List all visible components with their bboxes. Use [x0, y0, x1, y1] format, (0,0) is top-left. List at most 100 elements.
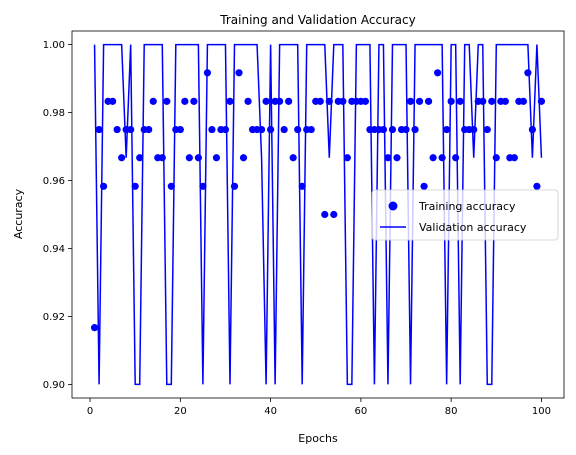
training-accuracy-point — [325, 97, 333, 105]
legend-box — [371, 189, 559, 241]
training-accuracy-point — [280, 125, 288, 134]
training-accuracy-point — [262, 97, 270, 105]
training-accuracy-point — [415, 97, 424, 105]
training-accuracy-point — [109, 97, 117, 105]
training-accuracy-point — [100, 182, 108, 190]
training-accuracy-point — [149, 97, 157, 105]
training-accuracy-point — [524, 69, 532, 77]
training-accuracy-point — [212, 154, 221, 162]
training-accuracy-point — [199, 182, 207, 190]
training-accuracy-point — [145, 125, 153, 134]
training-accuracy-point — [285, 97, 293, 105]
training-accuracy-point — [456, 97, 464, 105]
x-tick-label: 60 — [355, 406, 368, 417]
training-accuracy-point — [136, 154, 144, 162]
training-accuracy-point — [203, 69, 212, 77]
training-accuracy-point — [230, 182, 239, 190]
training-accuracy-point — [163, 97, 171, 105]
x-tick-label: 40 — [264, 406, 277, 417]
training-accuracy-point — [190, 97, 198, 105]
y-axis-label: Accuracy — [12, 188, 25, 239]
training-accuracy-point — [402, 125, 410, 134]
training-accuracy-point — [510, 154, 518, 162]
training-accuracy-point — [406, 97, 415, 105]
training-accuracy-point — [434, 69, 442, 77]
y-tick-label: 0.98 — [43, 108, 65, 119]
training-accuracy-point — [479, 97, 487, 105]
legend-label-training: Training accuracy — [418, 200, 516, 213]
x-tick-label: 100 — [532, 406, 551, 417]
training-accuracy-point — [420, 182, 428, 190]
x-tick-label: 0 — [87, 406, 93, 417]
validation-accuracy-line — [93, 43, 543, 386]
training-accuracy-point — [167, 182, 175, 190]
training-accuracy-point — [176, 125, 184, 134]
legend-label-validation: Validation accuracy — [419, 221, 527, 234]
chart-title: Training and Validation Accuracy — [219, 13, 415, 27]
y-tick-label: 0.94 — [43, 244, 65, 255]
training-accuracy-point — [257, 125, 266, 134]
training-accuracy-point — [443, 125, 451, 134]
training-accuracy-point — [343, 154, 351, 162]
training-accuracy-point — [131, 182, 139, 190]
training-accuracy-point — [488, 97, 496, 105]
training-accuracy-point — [289, 154, 297, 162]
training-accuracy-point — [321, 210, 329, 219]
training-accuracy-point — [379, 125, 388, 134]
y-tick-label: 0.92 — [43, 312, 65, 323]
training-accuracy-point — [537, 97, 546, 105]
training-accuracy-point — [226, 97, 234, 105]
training-accuracy-point — [276, 97, 284, 105]
training-accuracy-point — [447, 97, 455, 105]
training-accuracy-point — [194, 154, 202, 162]
training-accuracy-point — [208, 125, 216, 134]
y-tick-label: 1.00 — [43, 40, 65, 51]
training-accuracy-point — [452, 154, 460, 162]
training-accuracy-point — [307, 125, 315, 134]
training-accuracy-point — [361, 97, 369, 105]
y-tick-label: 0.96 — [43, 176, 65, 187]
training-accuracy-point — [424, 97, 433, 105]
training-accuracy-point — [95, 125, 103, 134]
legend-marker-training — [388, 201, 398, 211]
x-axis: 0 20 40 60 80 100 — [87, 398, 551, 417]
x-axis-label: Epochs — [298, 432, 338, 445]
training-accuracy-point — [185, 154, 193, 162]
training-accuracy-point — [294, 125, 302, 134]
x-tick-label: 80 — [445, 406, 458, 417]
training-accuracy-point — [127, 125, 135, 134]
legend: Training accuracy Validation accuracy — [371, 189, 559, 241]
y-axis: 0.90 0.92 0.94 0.96 0.98 1.00 — [43, 40, 72, 391]
training-accuracy-point — [528, 125, 537, 134]
training-accuracy-point — [90, 324, 99, 332]
training-accuracy-point — [339, 97, 347, 105]
training-accuracy-point — [316, 97, 324, 105]
training-accuracy-point — [501, 97, 509, 105]
training-accuracy-point — [470, 125, 478, 134]
training-accuracy-point — [244, 97, 252, 105]
training-accuracy-point — [438, 154, 446, 162]
training-accuracy-point — [235, 69, 243, 77]
training-accuracy-point — [158, 154, 166, 162]
training-accuracy-point — [267, 125, 275, 134]
training-accuracy-point — [384, 154, 392, 162]
training-accuracy-point — [330, 210, 338, 219]
training-accuracy-point — [113, 125, 121, 134]
training-accuracy-point — [411, 125, 419, 134]
training-accuracy-point — [388, 125, 397, 134]
training-accuracy-point — [239, 154, 248, 162]
training-accuracy-point — [483, 125, 491, 134]
training-accuracy-point — [221, 125, 230, 134]
x-tick-label: 20 — [174, 406, 187, 417]
y-tick-label: 0.90 — [43, 380, 65, 391]
training-accuracy-point — [519, 97, 527, 105]
training-accuracy-point — [429, 154, 437, 162]
training-accuracy-point — [298, 182, 306, 190]
training-accuracy-point — [118, 154, 126, 162]
training-accuracy-point — [533, 182, 541, 190]
training-accuracy-point — [393, 154, 401, 162]
training-accuracy-point — [492, 154, 500, 162]
plot-frame — [71, 30, 565, 399]
training-accuracy-point — [181, 97, 189, 105]
